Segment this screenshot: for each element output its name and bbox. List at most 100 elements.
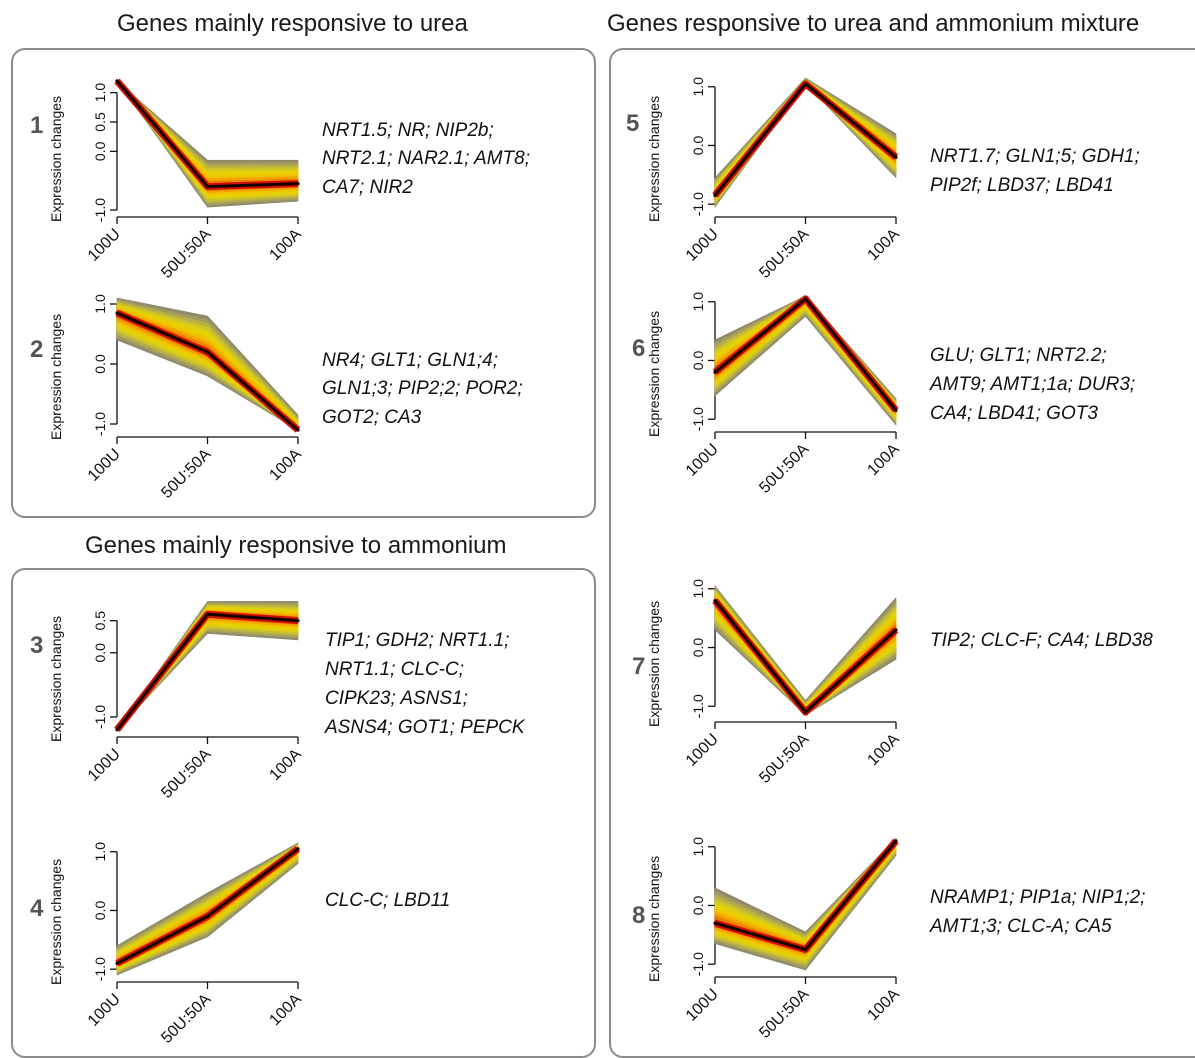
- x-axis: 100U 50U:50A 100A: [683, 721, 903, 787]
- y-tick-label: 0.0: [92, 354, 108, 374]
- x-tick-label: 50U:50A: [158, 446, 214, 502]
- band-layer: [714, 79, 897, 205]
- x-tick-label: 100U: [85, 746, 124, 785]
- y-tick-label: -1.0: [690, 192, 706, 216]
- x-tick-label: 50U:50A: [158, 226, 214, 282]
- gene-line: NRAMP1; PIP1a; NIP1;2;: [930, 887, 1146, 908]
- data-point: [713, 370, 717, 374]
- x-axis: 100U 50U:50A 100A: [85, 436, 305, 502]
- mean-glow: [712, 80, 899, 198]
- x-tick-label: 100U: [85, 226, 124, 265]
- data-point: [115, 79, 119, 83]
- panel-4: 4 Expression changes -1.0 0.0 1.0 100U 50U:5…: [30, 835, 305, 1047]
- data-point: [803, 297, 808, 301]
- data-point: [894, 628, 898, 632]
- data-point: [713, 193, 717, 197]
- y-tick-label: -1.0: [92, 957, 108, 981]
- x-tick-label: 50U:50A: [756, 441, 812, 497]
- gene-line: NRT1.7; GLN1;5; GDH1;: [930, 146, 1140, 167]
- panel-5-plot: -1.0 0.0 1.0 100U 50U:50A 100A: [683, 77, 903, 282]
- y-tick-label: -1.0: [690, 952, 706, 976]
- gene-line: TIP1; GDH2; NRT1.1;: [325, 630, 510, 651]
- y-tick-label: 1.0: [92, 83, 108, 103]
- panel-3: 3 Expression changes -1.0 0.0 0.5 100U 50U:5…: [30, 590, 305, 802]
- data-point: [205, 612, 210, 616]
- x-tick-label: 50U:50A: [158, 746, 214, 802]
- gene-line: NRT1.5; NR; NIP2b;: [322, 120, 494, 141]
- data-point: [115, 961, 119, 965]
- gene-line: TIP2; CLC-F; CA4; LBD38: [930, 630, 1153, 651]
- panel-number: 7: [632, 653, 646, 680]
- expression-band: [714, 295, 897, 426]
- data-point: [205, 914, 210, 918]
- y-axis: -1.0 0.0 1.0: [690, 292, 716, 431]
- data-point: [296, 428, 300, 432]
- y-tick-label: 0.5: [92, 112, 108, 132]
- panel-2-plot: -1.0 0.0 1.0 100U 50U:50A 100A: [85, 294, 305, 502]
- band-layer: [714, 587, 897, 715]
- data-point: [205, 350, 210, 354]
- panel-2: 2 Expression changes -1.0 0.0 1.0 100U 50U:5…: [30, 290, 305, 502]
- x-tick-label: 50U:50A: [756, 731, 812, 787]
- y-axis: -1.0 0.0 1.0: [690, 837, 716, 976]
- data-point: [803, 82, 808, 86]
- gene-line: AMT1;3; CLC-A; CA5: [930, 916, 1112, 937]
- panel-5: 5 Expression changes -1.0 0.0 1.0 100U 50U:5…: [626, 70, 903, 282]
- y-tick-label: 1.0: [690, 579, 706, 599]
- gene-line: GLU; GLT1; NRT2.2;: [930, 345, 1107, 366]
- x-axis: 100U 50U:50A 100A: [683, 976, 903, 1042]
- y-axis: -1.0 0.0 0.5: [92, 611, 118, 729]
- data-point: [296, 619, 300, 623]
- y-tick-label: 1.0: [690, 837, 706, 857]
- panel-number: 5: [626, 110, 640, 137]
- data-point: [894, 839, 898, 843]
- y-tick-label: 0.0: [690, 136, 706, 156]
- x-tick-label: 100U: [85, 446, 124, 485]
- x-tick-label: 100U: [683, 986, 722, 1025]
- y-tick-label: 1.0: [690, 292, 706, 312]
- panel-6: 6 Expression changes -1.0 0.0 1.0 100U 50U:5…: [628, 285, 903, 497]
- x-tick-label: 50U:50A: [158, 991, 214, 1047]
- gene-line: GOT2; CA3: [322, 407, 422, 428]
- y-tick-label: 0.0: [690, 638, 706, 658]
- y-axis: -1.0 0.0 1.0: [690, 77, 716, 216]
- panel-6-plot: -1.0 0.0 1.0 100U 50U:50A 100A: [683, 292, 903, 497]
- band-layer: [714, 79, 897, 204]
- data-point: [205, 184, 210, 189]
- expression-band: [714, 77, 897, 209]
- data-point: [296, 847, 300, 851]
- gene-line: CIPK23; ASNS1;: [325, 688, 468, 709]
- gene-line: AMT9; AMT1;1a; DUR3;: [930, 374, 1136, 395]
- panel-7-plot: -1.0 0.0 1.0 100U 50U:50A 100A: [683, 579, 903, 787]
- y-tick-label: 1.0: [92, 294, 108, 314]
- x-axis: 100U 50U:50A 100A: [85, 981, 305, 1047]
- panel-number: 3: [30, 632, 44, 659]
- gene-line: CA7; NIR2: [322, 177, 413, 198]
- x-tick-label: 100A: [266, 991, 305, 1030]
- data-point: [115, 728, 119, 732]
- x-tick-label: 50U:50A: [756, 986, 812, 1042]
- x-tick-label: 100A: [864, 441, 903, 480]
- y-tick-label: 0.5: [92, 611, 108, 631]
- data-point: [713, 598, 717, 603]
- panel-7: 7 Expression changes -1.0 0.0 1.0 100U 50U:5…: [628, 575, 903, 787]
- y-tick-label: 0.0: [690, 351, 706, 371]
- gene-line: CA4; LBD41; GOT3: [930, 403, 1098, 424]
- panel-number: 1: [30, 112, 44, 139]
- section-title-mixture: Genes responsive to urea and ammonium mi…: [607, 10, 1140, 37]
- panel-number: 8: [632, 902, 646, 929]
- x-tick-label: 100U: [85, 991, 124, 1030]
- x-tick-label: 100U: [683, 226, 722, 265]
- x-tick-label: 100A: [266, 226, 305, 265]
- panel-number: 6: [632, 335, 646, 362]
- y-tick-label: -1.0: [690, 694, 706, 718]
- x-axis: 100U 50U:50A 100A: [85, 216, 305, 282]
- x-tick-label: 100A: [864, 226, 903, 265]
- x-tick-label: 100A: [864, 986, 903, 1025]
- y-axis: -1.0 0.0 0.5 1.0: [92, 83, 118, 222]
- y-axis: -1.0 0.0 1.0: [92, 842, 118, 981]
- data-point: [713, 921, 717, 925]
- gene-line: CLC-C; LBD11: [325, 890, 451, 911]
- y-tick-label: 1.0: [690, 77, 706, 97]
- y-tick-label: 0.0: [92, 643, 108, 663]
